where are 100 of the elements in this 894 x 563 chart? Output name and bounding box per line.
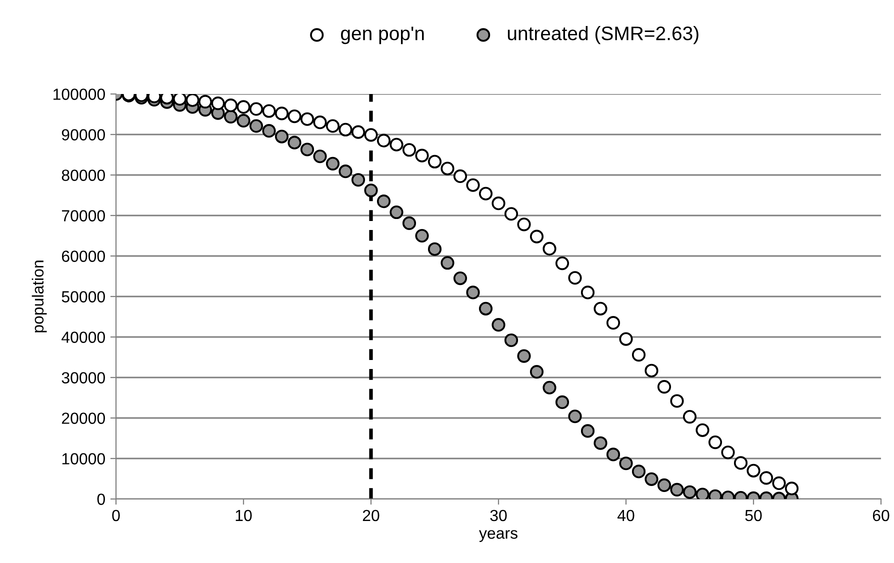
point: [249, 119, 264, 133]
point: [262, 124, 276, 138]
point: [580, 286, 595, 300]
point: [606, 448, 620, 462]
point: [504, 333, 518, 348]
point: [274, 106, 289, 120]
point: [236, 100, 250, 114]
point: [428, 154, 442, 168]
x-tick-label: 60: [872, 510, 890, 522]
point: [542, 242, 556, 256]
point: [632, 464, 646, 478]
point: [555, 395, 570, 410]
x-tick-label: 50: [745, 510, 762, 522]
y-axis-title: population: [32, 260, 47, 332]
point: [594, 436, 608, 450]
point: [415, 148, 429, 162]
point: [632, 348, 646, 362]
point: [186, 94, 200, 107]
point: [224, 98, 238, 112]
y-tick-label: 80000: [62, 170, 105, 181]
point: [721, 446, 735, 460]
point: [313, 116, 327, 130]
point: [682, 410, 697, 424]
point: [517, 349, 531, 363]
point: [288, 136, 302, 150]
point: [351, 173, 366, 187]
point: [555, 256, 570, 270]
point: [568, 410, 582, 424]
point: [478, 186, 493, 200]
y-tick-label: 70000: [62, 210, 105, 222]
point: [478, 302, 493, 316]
point: [402, 216, 416, 230]
point: [390, 205, 404, 220]
point: [415, 228, 429, 243]
point: [517, 218, 531, 232]
point: [262, 104, 276, 118]
point: [313, 150, 327, 164]
point: [466, 286, 480, 300]
legend-label: gen pop'n: [341, 26, 424, 44]
point: [274, 130, 289, 144]
point: [172, 94, 187, 106]
x-tick-label: 0: [112, 510, 120, 522]
point: [338, 164, 352, 178]
point: [606, 316, 620, 330]
point: [440, 162, 454, 176]
point: [492, 318, 506, 332]
point: [376, 194, 391, 208]
x-tick-label: 10: [236, 510, 252, 522]
point: [542, 380, 556, 394]
point: [619, 456, 633, 470]
point: [772, 476, 786, 490]
y-tick-label: 20000: [62, 412, 105, 424]
point: [211, 96, 225, 110]
point: [402, 143, 416, 157]
y-tick-label: 50000: [62, 291, 105, 302]
y-tick-label: 60000: [62, 250, 105, 262]
point: [657, 380, 672, 394]
x-tick-label: 20: [362, 510, 380, 522]
point: [453, 169, 468, 184]
point: [670, 482, 684, 496]
point: [440, 256, 454, 270]
x-tick-label: 40: [617, 510, 634, 522]
point: [504, 207, 518, 221]
y-tick-label: 10000: [62, 453, 105, 464]
point: [364, 128, 378, 142]
point: [453, 271, 468, 286]
point: [351, 125, 366, 139]
point: [300, 112, 314, 126]
point: [657, 478, 672, 492]
point: [428, 242, 442, 256]
point: [288, 109, 302, 124]
point: [746, 464, 760, 478]
point: [249, 102, 264, 116]
y-tick-label: 40000: [62, 332, 105, 343]
point: [644, 472, 658, 486]
point: [376, 134, 391, 148]
point: [682, 485, 697, 499]
point: [198, 94, 212, 108]
point: [338, 122, 352, 136]
point: [734, 456, 748, 470]
point: [364, 184, 378, 198]
point: [390, 138, 404, 152]
y-tick-label: 30000: [62, 372, 105, 384]
point: [580, 424, 595, 438]
legend-label: untreated (SMR=2.63): [508, 26, 698, 44]
point: [670, 394, 684, 408]
point: [594, 302, 608, 316]
point: [759, 471, 774, 485]
point: [466, 178, 480, 192]
y-tick-label: 0: [97, 494, 105, 505]
point: [696, 488, 710, 499]
x-axis-title: years: [479, 530, 518, 542]
point: [568, 271, 582, 285]
point: [619, 332, 633, 346]
point: [530, 230, 544, 244]
point: [300, 142, 314, 156]
point: [530, 365, 544, 379]
point: [224, 110, 238, 124]
y-tick-label: 90000: [62, 129, 105, 140]
x-tick-label: 30: [490, 510, 507, 522]
